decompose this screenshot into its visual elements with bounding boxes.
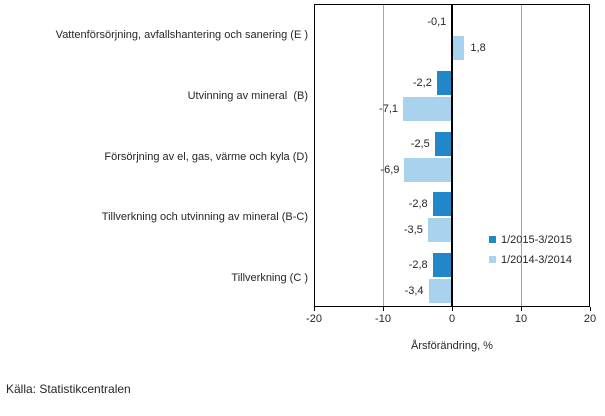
bar-1/2015-3/2015-cat2: [434, 131, 452, 156]
gridline: [382, 4, 384, 307]
category-label-0: Vattenförsörjning, avfallshantering och …: [55, 29, 308, 41]
legend: 1/2015-3/2015 1/2014-3/2014: [489, 233, 599, 273]
category-label-3: Tillverkning och utvinning av mineral (B…: [101, 211, 308, 224]
value-label: -2,8: [408, 198, 428, 211]
value-label: -3,5: [403, 224, 423, 237]
plot-border: [314, 4, 590, 307]
gridline: [520, 4, 522, 307]
x-tick-mark: [452, 307, 453, 311]
x-tick-mark: [521, 307, 522, 311]
legend-swatch-icon: [489, 255, 496, 263]
value-label: 1,8: [470, 42, 486, 54]
category-label-2: Försörjning av el, gas, värme och kyla (…: [104, 150, 308, 163]
value-label: -3,4: [404, 285, 424, 297]
x-tick-label: -20: [306, 313, 322, 325]
bar-1/2015-3/2015-cat1: [436, 70, 452, 95]
legend-label: 1/2015-3/2015: [501, 234, 572, 246]
x-tick-label: 10: [514, 313, 528, 325]
x-tick-mark: [314, 307, 315, 311]
zero-axis-line: [451, 4, 453, 307]
legend-swatch-icon: [489, 236, 496, 243]
value-label: -7,1: [379, 102, 399, 115]
x-tick-mark: [383, 307, 384, 311]
bar-1/2015-3/2015-cat3: [432, 192, 452, 217]
legend-label: 1/2014-3/2014: [501, 253, 572, 266]
x-tick-label: -10: [375, 313, 391, 325]
value-label: -0,1: [427, 16, 447, 28]
bar-1/2014-3/2014-cat4: [428, 279, 452, 303]
x-tick-label: 0: [448, 313, 456, 325]
value-label: -6,9: [380, 163, 400, 176]
source-caption: Källa: Statistikcentralen: [6, 382, 131, 396]
bar-1/2014-3/2014-cat1: [403, 96, 452, 121]
bar-1/2014-3/2014-cat0: [452, 36, 465, 60]
bar-1/2014-3/2014-cat2: [404, 157, 452, 182]
value-label: -2,8: [408, 259, 428, 271]
bar-1/2014-3/2014-cat3: [427, 218, 452, 243]
bar-1/2015-3/2015-cat4: [432, 253, 452, 277]
category-label-4: Tillverkning (C ): [231, 272, 308, 284]
value-label: -2,5: [410, 137, 430, 150]
x-tick-mark: [590, 307, 591, 311]
value-label: -2,2: [412, 76, 432, 89]
category-label-1: Utvinning av mineral (B): [187, 89, 308, 102]
x-axis-title: Årsförändring, %: [411, 340, 493, 352]
x-tick-label: 20: [583, 313, 597, 325]
